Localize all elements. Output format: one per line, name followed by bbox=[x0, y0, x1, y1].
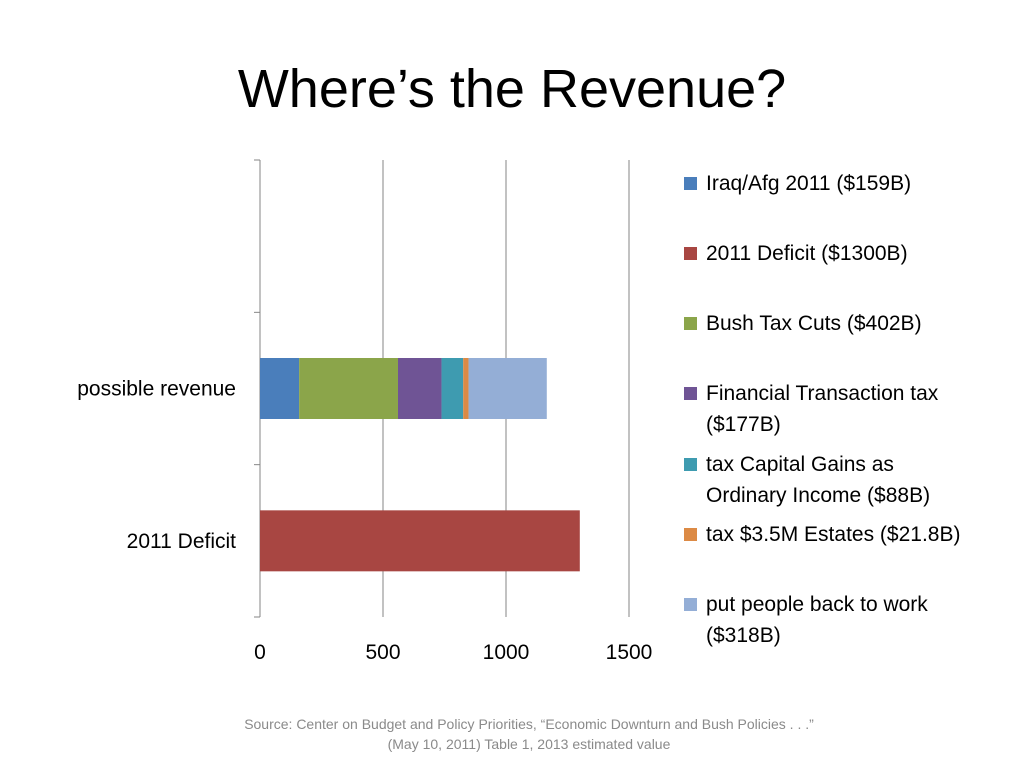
bar-segment bbox=[299, 358, 399, 419]
legend-swatch bbox=[684, 247, 697, 260]
legend-label: Iraq/Afg 2011 ($159B) bbox=[706, 172, 912, 195]
legend-swatch bbox=[684, 458, 697, 471]
legend-label: tax $3.5M Estates ($21.8B) bbox=[706, 523, 961, 546]
legend-label: 2011 Deficit ($1300B) bbox=[706, 242, 908, 265]
slide-title: Where’s the Revenue? bbox=[237, 59, 787, 119]
x-tick-label: 500 bbox=[365, 641, 400, 664]
legend-swatch bbox=[684, 387, 697, 400]
source-note: Source: Center on Budget and Policy Prio… bbox=[0, 714, 1024, 754]
x-tick-label: 1500 bbox=[606, 641, 653, 664]
x-tick-label: 1000 bbox=[483, 641, 530, 664]
bar-segment bbox=[468, 358, 547, 419]
legend-swatch bbox=[684, 528, 697, 541]
legend-label: put people back to work ($318B) bbox=[706, 593, 928, 647]
bar-segment bbox=[260, 358, 300, 419]
legend-label: Bush Tax Cuts ($402B) bbox=[706, 312, 922, 335]
category-label: possible revenue bbox=[77, 378, 236, 401]
bar-segment bbox=[260, 510, 580, 572]
legend-label: tax Capital Gains as Ordinary Income ($8… bbox=[706, 453, 931, 507]
bar-segment bbox=[398, 358, 442, 419]
source-line-2: (May 10, 2011) Table 1, 2013 estimated v… bbox=[387, 736, 671, 752]
x-tick-label: 0 bbox=[254, 641, 266, 664]
legend-label: Financial Transaction tax ($177B) bbox=[706, 382, 939, 436]
bar-segment bbox=[463, 358, 469, 419]
legend-swatch bbox=[684, 317, 697, 330]
category-label: 2011 Deficit bbox=[127, 530, 237, 553]
legend-swatch bbox=[684, 177, 697, 190]
source-line-1: Source: Center on Budget and Policy Prio… bbox=[244, 716, 814, 732]
legend-swatch bbox=[684, 598, 697, 611]
bar-segment bbox=[441, 358, 464, 419]
